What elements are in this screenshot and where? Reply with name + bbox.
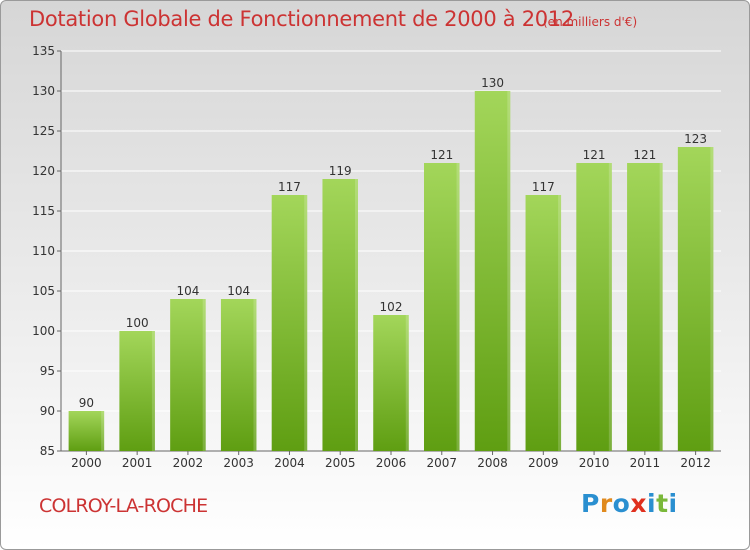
bar-highlight [608,163,612,451]
bar-2002 [170,299,206,451]
proxiti-logo[interactable]: Proxiti [581,489,678,518]
chart-title: Dotation Globale de Fonctionnement de 20… [29,7,574,31]
bars [68,91,714,451]
x-tick-label: 2006 [376,456,407,470]
bar-highlight [304,195,308,451]
logo-letter: i [668,489,678,518]
bar-2008 [474,91,511,451]
x-tick-label: 2003 [223,456,254,470]
data-labels: 90 100 104 104 117 119 102 121 130 117 121 121 123 [79,76,707,410]
data-label: 90 [79,396,94,410]
data-label: 102 [380,300,403,314]
data-label: 104 [227,284,250,298]
bar-2004 [271,195,308,451]
chart-subtitle: (en milliers d'€) [543,15,638,29]
data-label: 121 [583,148,606,162]
y-tick-label: 100 [32,324,55,338]
bar-2010 [576,163,612,451]
bar-highlight [101,411,105,451]
bar-highlight [710,147,714,451]
bar-2011 [627,163,663,451]
bar-highlight [202,299,206,451]
y-tick-label: 130 [32,84,55,98]
logo-letter: x [630,489,647,518]
bar-highlight [355,179,358,451]
y-tick-label: 105 [32,284,55,298]
bar-2009 [525,195,562,451]
x-tick-label: 2009 [528,456,559,470]
x-tick-label: 2004 [274,456,305,470]
data-label: 123 [684,132,707,146]
data-label: 119 [329,164,352,178]
y-tick-label: 110 [32,244,55,258]
x-tick-label: 2001 [122,456,153,470]
data-label: 121 [430,148,453,162]
y-tick-label: 95 [40,364,55,378]
logo-letter: P [581,489,600,518]
x-tick-label: 2012 [680,456,711,470]
bar-2001 [119,331,155,451]
bar-highlight [253,299,257,451]
x-tick-label: 2007 [426,456,457,470]
x-tick-label: 2008 [477,456,508,470]
data-label: 130 [481,76,504,90]
logo-letter: r [599,489,613,518]
data-label: 117 [532,180,555,194]
data-label: 117 [278,180,301,194]
y-tick-label: 115 [32,204,55,218]
bar-highlight [456,163,460,451]
logo-letter: i [647,489,657,518]
bar-2000 [68,411,105,451]
bar-highlight [405,315,409,451]
bar-highlight [659,163,663,451]
data-label: 121 [633,148,656,162]
bar-2012 [677,147,714,451]
y-tick-label: 85 [40,444,55,458]
bar-highlight [151,331,155,451]
y-tick-label: 90 [40,404,55,418]
x-tick-label: 2002 [173,456,204,470]
y-tick-label: 125 [32,124,55,138]
y-tick-label: 120 [32,164,55,178]
x-tick-label: 2010 [579,456,610,470]
y-tick-label: 135 [32,44,55,58]
bar-2005 [322,179,358,451]
data-label: 100 [126,316,149,330]
logo-letter: t [656,489,669,518]
bar-highlight [558,195,562,451]
x-tick-label: 2011 [630,456,661,470]
commune-name: COLROY-LA-ROCHE [39,495,208,517]
x-tick-label: 2005 [325,456,356,470]
bar-2006 [373,315,409,451]
bar-2007 [424,163,460,451]
x-tick-label: 2000 [71,456,102,470]
bar-highlight [507,91,511,451]
logo-letter: o [612,489,631,518]
bar-2003 [220,299,257,451]
data-label: 104 [176,284,199,298]
